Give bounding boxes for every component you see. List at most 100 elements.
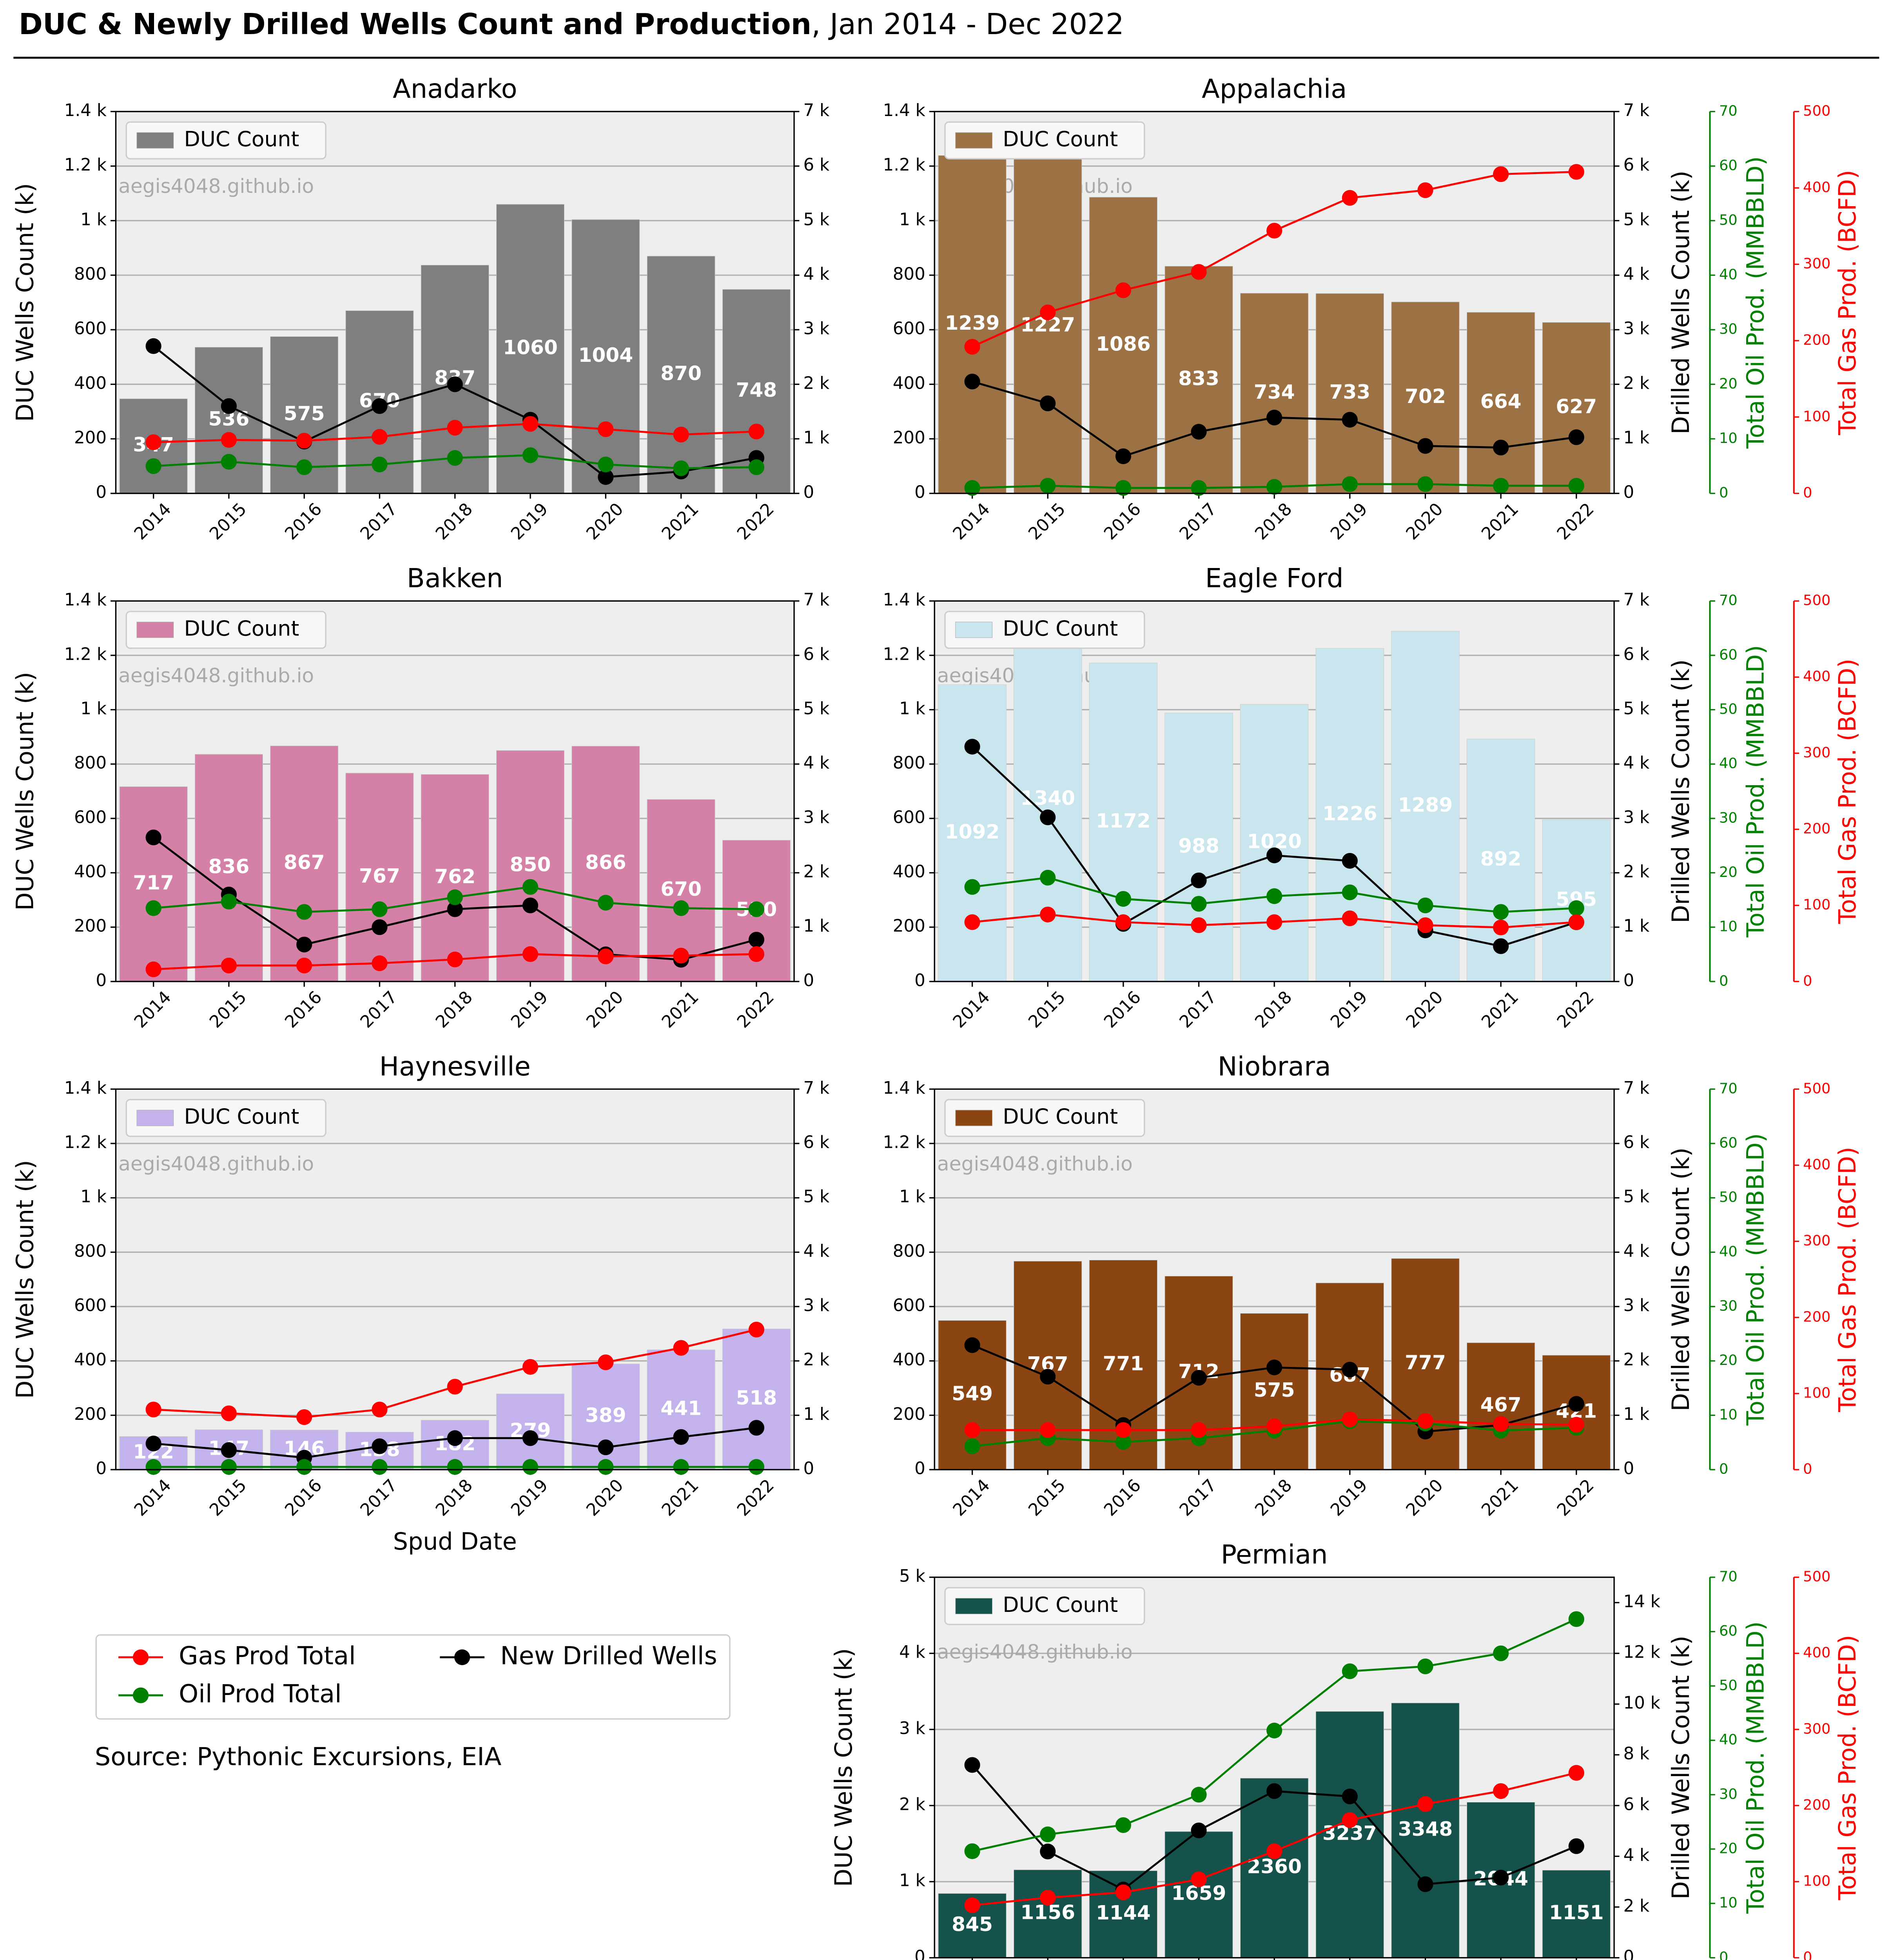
x-tick-label: 2021 [1478, 987, 1523, 1032]
y-tick-label: 600 [893, 319, 925, 339]
line-marker [1568, 1417, 1584, 1433]
line-marker [296, 904, 312, 920]
line-marker [145, 458, 161, 474]
y2-tick-label: 7 k [1623, 101, 1650, 120]
bar-value-label: 1060 [503, 336, 558, 359]
x-axis-label: Spud Date [393, 1528, 517, 1555]
line-marker [1040, 304, 1056, 320]
y2-tick-label: 6 k [1623, 644, 1650, 664]
y-tick-label: 1.2 k [64, 1133, 107, 1152]
line-marker [1191, 264, 1207, 280]
line-marker [964, 739, 980, 755]
line-marker [1493, 938, 1509, 954]
y3-tick-label: 40 [1719, 1243, 1738, 1260]
bar [1466, 312, 1535, 494]
bar [722, 1328, 791, 1470]
line-marker [145, 961, 161, 977]
y2-tick-label: 3 k [1623, 808, 1650, 827]
line-marker [748, 1459, 764, 1475]
x-tick-label: 2021 [658, 1475, 703, 1520]
x-tick-label: 2016 [1100, 987, 1145, 1032]
bar [345, 773, 414, 982]
bar-value-label: 734 [1254, 380, 1295, 403]
bar-value-label: 771 [1103, 1352, 1144, 1375]
legend-swatch [955, 132, 993, 149]
line-marker [1191, 480, 1207, 496]
y4-tick-label: 100 [1803, 408, 1830, 425]
y2-tick-label: 5 k [1623, 210, 1650, 229]
line-marker [447, 1459, 463, 1475]
bar [571, 746, 640, 982]
y-tick-label: 1.2 k [883, 644, 926, 664]
y4-tick-label: 300 [1803, 1232, 1830, 1249]
shared-legend-marker [132, 1649, 149, 1665]
shared-legend-label: Gas Prod Total [179, 1641, 356, 1670]
y2-tick-label: 6 k [1623, 1795, 1650, 1814]
bar-value-label: 575 [1254, 1378, 1295, 1401]
figure-title: DUC & Newly Drilled Wells Count and Prod… [19, 8, 1124, 41]
line-marker [1342, 910, 1358, 926]
y3-axis-label: Total Oil Prod. (MMBBLD) [1742, 1133, 1770, 1426]
line-marker [1417, 917, 1433, 933]
line-marker [1191, 1422, 1207, 1438]
bar [496, 750, 565, 982]
line-marker [1266, 1359, 1282, 1376]
y3-tick-label: 70 [1719, 102, 1738, 119]
y4-tick-label: 500 [1803, 1080, 1830, 1097]
y-tick-label: 600 [74, 808, 107, 827]
line-marker [447, 901, 463, 917]
x-tick-label: 2015 [206, 499, 250, 544]
legend-swatch [955, 622, 993, 638]
title-main: DUC & Newly Drilled Wells Count and Prod… [19, 8, 811, 41]
legend-box [125, 611, 326, 649]
bar-value-label: 850 [510, 853, 551, 876]
line-marker [1493, 919, 1509, 936]
y3-tick-label: 50 [1719, 1677, 1738, 1693]
y-tick-label: 1.4 k [64, 590, 107, 610]
line-marker [145, 1459, 161, 1475]
x-tick-label: 2015 [1025, 499, 1070, 544]
line-marker [673, 900, 689, 916]
line-marker [1342, 853, 1358, 869]
line-marker [1493, 904, 1509, 920]
y3-tick-label: 60 [1719, 1622, 1738, 1639]
bar [1542, 1870, 1611, 1958]
line-marker [522, 447, 539, 463]
y2-tick-label: 0 [803, 1459, 814, 1479]
line-marker [964, 879, 980, 895]
y-axis-label: DUC Wells Count (k) [11, 672, 39, 911]
y3-tick-label: 30 [1719, 1786, 1738, 1802]
bar-value-label: 836 [208, 855, 249, 878]
line-marker [1266, 1783, 1282, 1799]
y2-axis-label: Drilled Wells Count (k) [1667, 1635, 1695, 1899]
x-tick-label: 2016 [1100, 499, 1145, 544]
y3-tick-label: 70 [1719, 1568, 1738, 1585]
bar-value-label: 389 [585, 1404, 626, 1427]
line-marker [673, 1429, 689, 1445]
line-marker [1040, 395, 1056, 412]
y2-tick-label: 7 k [803, 101, 830, 120]
legend-swatch [955, 1598, 993, 1614]
y-axis-label: DUC Wells Count (k) [830, 1648, 858, 1887]
line-marker [221, 454, 237, 470]
line-marker [1493, 166, 1509, 182]
line-marker [522, 416, 539, 432]
legend-label: DUC Count [1003, 1104, 1118, 1129]
bar-value-label: 833 [1178, 367, 1219, 390]
shared-legend-label: Oil Prod Total [179, 1679, 342, 1708]
bar-value-label: 1226 [1322, 802, 1377, 825]
y-tick-label: 1 k [80, 210, 107, 229]
bar-value-label: 870 [660, 361, 702, 385]
line-marker [598, 895, 614, 911]
plot-frame [934, 1088, 1615, 1470]
y2-tick-label: 7 k [803, 1078, 830, 1098]
x-tick-label: 2017 [1176, 499, 1221, 544]
bar-value-label: 1172 [1096, 809, 1151, 832]
x-tick-label: 2022 [1553, 1475, 1598, 1520]
y2-tick-label: 12 k [1623, 1642, 1661, 1662]
x-tick-label: 2014 [949, 987, 994, 1032]
line-marker [1568, 429, 1584, 445]
line-marker [296, 936, 312, 953]
y-tick-label: 400 [893, 862, 925, 882]
y-tick-label: 800 [893, 264, 925, 284]
